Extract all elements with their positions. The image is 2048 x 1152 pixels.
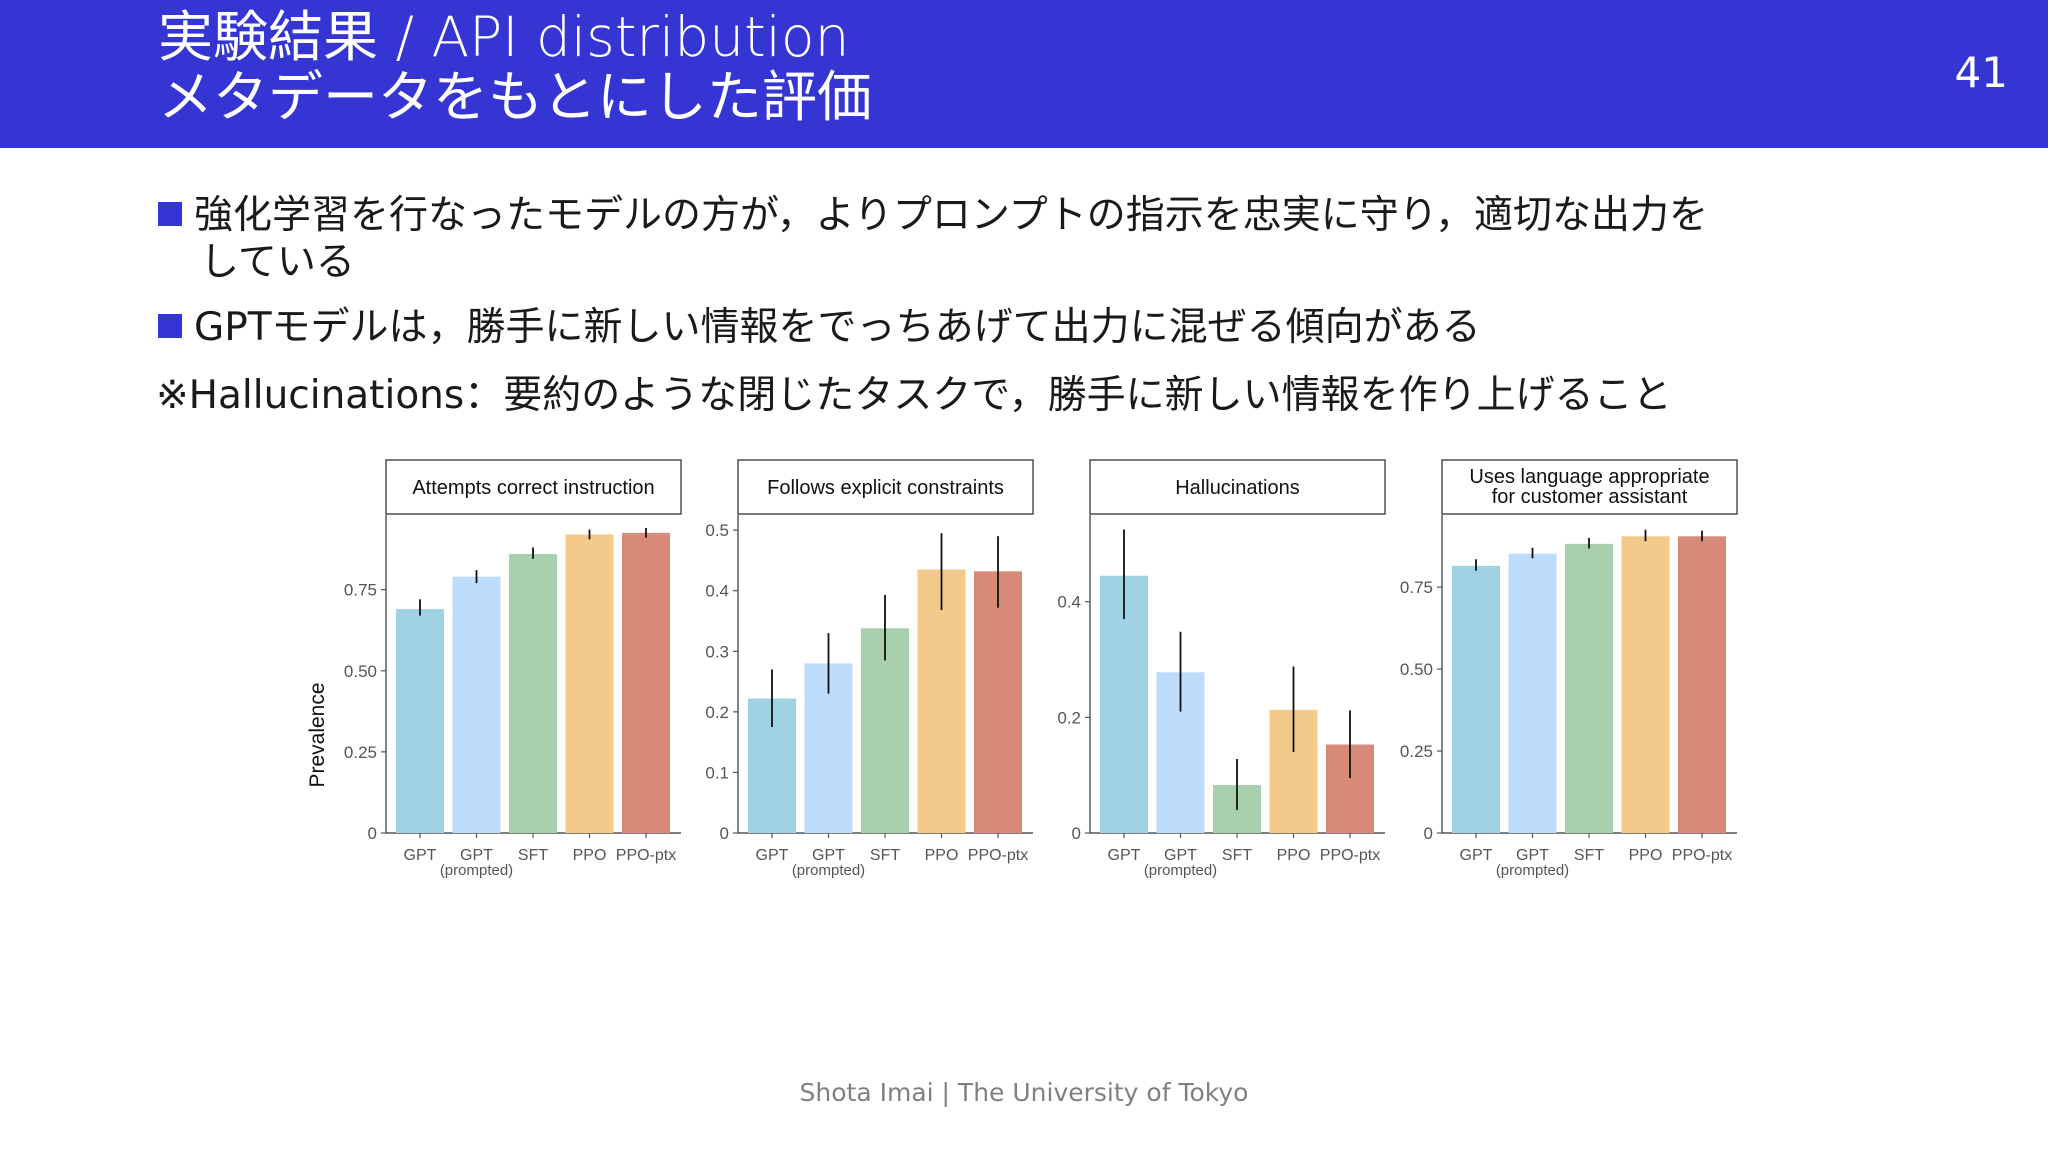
- bar: [565, 534, 614, 833]
- bullet-1-line-1: 強化学習を行なったモデルの方が，よりプロンプトの指示を忠実に守り，適切な出力を: [194, 193, 1708, 238]
- y-tick-label: 0.4: [1057, 593, 1081, 612]
- x-tick-label: PPO: [1277, 847, 1311, 864]
- y-tick-label: 0: [1424, 824, 1433, 843]
- x-tick-label: PPO-ptx: [616, 847, 676, 864]
- bullet-2: GPTモデルは，勝手に新しい情報をでっちあげて出力に混ぜる傾向がある: [158, 304, 1878, 351]
- x-tick-label: GPT: [1460, 847, 1493, 864]
- x-tick-label: GPT: [1516, 847, 1549, 864]
- y-tick-label: 0.1: [705, 763, 729, 782]
- x-tick-label: GPT: [404, 847, 437, 864]
- panel-title: Hallucinations: [1175, 477, 1300, 499]
- bullet-1-line-2: している: [200, 240, 355, 285]
- y-tick-label: 0.50: [344, 662, 377, 681]
- bar: [1508, 553, 1557, 833]
- bar: [1452, 565, 1500, 833]
- bullet-1: 強化学習を行なったモデルの方が，よりプロンプトの指示を忠実に守り，適切な出力を …: [158, 192, 1878, 286]
- x-tick-label: GPT: [756, 847, 789, 864]
- y-axis-label: Prevalence: [306, 682, 329, 787]
- y-tick-label: 0.5: [705, 521, 729, 540]
- bar: [917, 569, 966, 833]
- x-tick-sublabel: (prompted): [792, 862, 865, 879]
- x-tick-label: PPO: [1629, 847, 1663, 864]
- panel-title-box: [385, 459, 682, 515]
- x-tick-label: SFT: [518, 847, 548, 864]
- bullet-square-icon: [158, 314, 182, 338]
- bar: [452, 576, 501, 833]
- y-tick-label: 0.25: [1400, 742, 1433, 761]
- y-tick-label: 0.3: [705, 642, 729, 661]
- footer-credit: Shota Imai | The University of Tokyo: [799, 1078, 1249, 1107]
- x-tick-label: PPO-ptx: [968, 847, 1028, 864]
- y-tick-label: 0.75: [344, 581, 377, 600]
- bar: [974, 571, 1022, 833]
- slide-title-line-2: メタデータをもとにした評価: [158, 65, 872, 129]
- y-tick-label: 0: [720, 824, 729, 843]
- slide-title-line-1: 実験結果 / API distribution: [158, 5, 850, 69]
- x-tick-label: GPT: [460, 847, 493, 864]
- x-tick-label: GPT: [812, 847, 845, 864]
- bullet-square-icon: [158, 202, 182, 226]
- panel-title: Uses language appropriate: [1469, 466, 1709, 488]
- x-tick-sublabel: (prompted): [440, 862, 513, 879]
- panel-title-box: [1089, 459, 1386, 515]
- bullet-2-text: GPTモデルは，勝手に新しい情報をでっちあげて出力に混ぜる傾向がある: [194, 305, 1481, 350]
- y-tick-label: 0: [1072, 824, 1081, 843]
- panel-title: Follows explicit constraints: [767, 477, 1004, 499]
- hallucination-note: ※Hallucinations：要約のような閉じたタスクで，勝手に新しい情報を作…: [156, 373, 1672, 418]
- page-number: 41: [1954, 48, 2008, 97]
- x-tick-label: PPO: [573, 847, 607, 864]
- x-tick-label: PPO: [925, 847, 959, 864]
- bar-chart-figure: Prevalence Attempts correct instruction 0 0…: [306, 459, 1738, 879]
- bar: [396, 609, 444, 833]
- x-tick-sublabel: (prompted): [1496, 862, 1569, 879]
- slide-header: 実験結果 / API distribution メタデータをもとにした評価 41: [0, 0, 2048, 148]
- bar: [509, 553, 557, 833]
- panel-title: for customer assistant: [1492, 486, 1688, 508]
- x-tick-label: SFT: [870, 847, 900, 864]
- x-tick-label: PPO-ptx: [1672, 847, 1732, 864]
- x-tick-label: GPT: [1108, 847, 1141, 864]
- x-tick-sublabel: (prompted): [1144, 862, 1217, 879]
- y-tick-label: 0.25: [344, 743, 377, 762]
- panel-title-box: [1441, 459, 1738, 515]
- y-tick-label: 0.50: [1400, 660, 1433, 679]
- x-tick-label: PPO-ptx: [1320, 847, 1380, 864]
- y-tick-label: 0.75: [1400, 578, 1433, 597]
- bar: [1678, 536, 1726, 833]
- x-tick-label: SFT: [1574, 847, 1604, 864]
- bar: [1621, 536, 1670, 833]
- x-tick-label: SFT: [1222, 847, 1252, 864]
- panel-title-box: [737, 459, 1034, 515]
- y-tick-label: 0.4: [705, 582, 729, 601]
- x-tick-label: GPT: [1164, 847, 1197, 864]
- y-tick-label: 0.2: [705, 703, 729, 722]
- y-tick-label: 0: [368, 824, 377, 843]
- bar: [1565, 543, 1613, 833]
- y-tick-label: 0.2: [1057, 708, 1081, 727]
- bar: [622, 532, 670, 833]
- panel-title: Attempts correct instruction: [412, 477, 654, 499]
- bar: [861, 628, 909, 833]
